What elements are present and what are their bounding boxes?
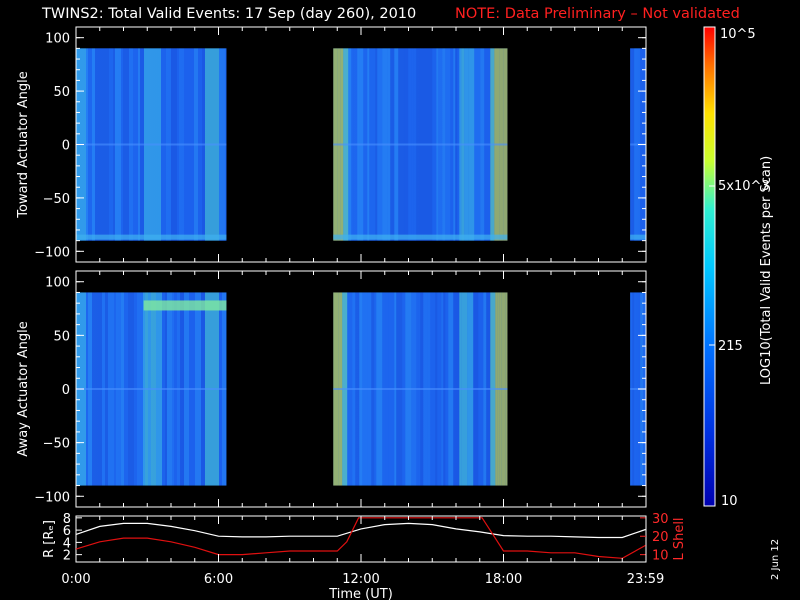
y-right-tick-label: 30	[652, 512, 669, 527]
y-left-tick-label: 8	[63, 512, 71, 527]
heatmap-band	[630, 388, 646, 390]
colorbar-tick-1e5: 10^5	[720, 27, 756, 42]
colorbar-label: LOG10(Total Valid Events per Scan)	[759, 156, 774, 385]
x-tick-label: 6:00	[204, 572, 233, 587]
chart-title: TWINS2: Total Valid Events: 17 Sep (day …	[42, 6, 417, 22]
y-right-tick-label: 10	[652, 549, 669, 564]
y-tick-label: 50	[53, 329, 70, 344]
x-tick-label: 23:59	[627, 572, 664, 587]
heatmap-band	[333, 234, 508, 240]
colorbar: 10 215 5x10^3 10^5 LOG10(Total Valid Eve…	[703, 26, 774, 509]
colorbar-tick-5e3: 5x10^3	[718, 179, 770, 194]
colorbar-gradient	[703, 26, 716, 507]
x-axis-label: Time (UT)	[328, 587, 393, 600]
series-r	[75, 522, 646, 539]
x-tick-label: 18:00	[485, 572, 522, 587]
colorbar-tick-10: 10	[721, 494, 738, 509]
away-panel: −100 −50 0 50 100 Away Actuator Angle	[16, 270, 647, 508]
heatmap-band	[630, 234, 646, 240]
y-tick-label: −50	[43, 437, 70, 452]
x-tick-label: 12:00	[342, 572, 379, 587]
heatmap-band	[76, 388, 227, 390]
y-axis-label: Away Actuator Angle	[16, 321, 31, 456]
y-right-tick-label: 20	[652, 530, 669, 545]
y-left-tick-label: 2	[63, 549, 71, 564]
colorbar-tick-215: 215	[718, 339, 743, 354]
heatmap-band	[76, 143, 227, 146]
date-stamp: 2 Jun 12	[770, 538, 781, 580]
y-left-tick-label: 4	[63, 536, 71, 551]
heatmap-band	[143, 300, 227, 311]
y-left-label: R [Rₑ]	[42, 520, 57, 558]
y-tick-label: 100	[45, 276, 70, 291]
heatmap-band	[333, 388, 508, 390]
y-left-tick-label: 6	[63, 524, 71, 539]
heatmap-band	[333, 143, 508, 146]
y-axis-label: Toward Actuator Angle	[16, 71, 31, 218]
y-tick-label: 0	[62, 383, 70, 398]
chart-note: NOTE: Data Preliminary – Not validated	[455, 6, 740, 22]
y-tick-label: 100	[45, 32, 70, 47]
y-tick-label: −50	[43, 192, 70, 207]
series-lshell	[75, 517, 646, 559]
y-right-label: L Shell	[672, 517, 687, 560]
heatmap-band	[630, 143, 646, 146]
y-tick-label: 50	[53, 85, 70, 100]
y-tick-label: 0	[62, 139, 70, 154]
toward-panel: −100 −50 0 50 100 Toward Actuator Angle	[16, 26, 647, 263]
heatmap-band	[76, 234, 227, 240]
y-tick-label: −100	[34, 245, 70, 260]
y-tick-label: −100	[34, 490, 70, 505]
x-tick-label: 0:00	[61, 572, 90, 587]
